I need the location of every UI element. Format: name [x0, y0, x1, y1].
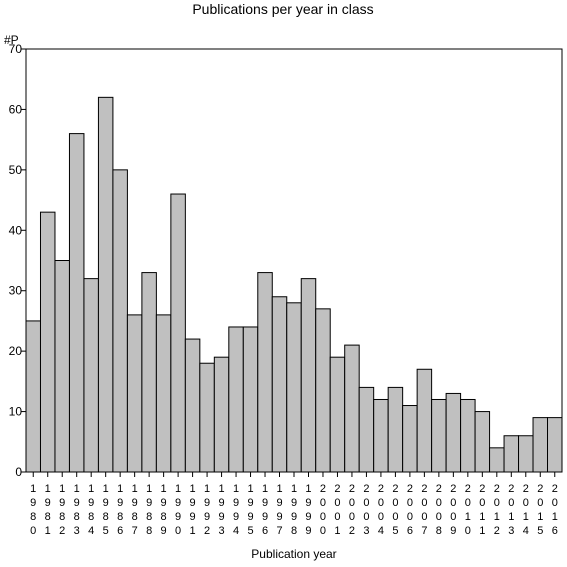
- bar-1988: [141, 272, 157, 473]
- bar-1986: [112, 169, 128, 473]
- y-tick-label: 60: [9, 102, 23, 116]
- bar-2005: [387, 386, 404, 473]
- bar-2000: [315, 308, 331, 473]
- bar-2008: [431, 398, 447, 473]
- bar-1992: [199, 362, 215, 473]
- y-tick-label: 10: [9, 405, 23, 419]
- x-axis-label: Publication year: [251, 547, 336, 561]
- bar-2012: [489, 447, 505, 473]
- bar-1993: [213, 356, 230, 473]
- bars-group: [25, 96, 563, 473]
- y-axis-label: #P: [4, 33, 19, 47]
- y-tick-label: 40: [9, 223, 23, 237]
- bar-1985: [97, 96, 114, 473]
- bar-2013: [503, 435, 520, 473]
- bar-1995: [242, 326, 259, 473]
- x-axis-ticks: 1 9 8 0 1 9 8 1 1 9 8 2 1 9 8 3 1 9 8 4 1 9 8 5 1 9 8 6 1 9 8 7 1 9 8 8 1 9 8 9…: [30, 472, 558, 537]
- y-tick-label: 30: [9, 284, 23, 298]
- y-axis-ticks: 0 10 20 30 40 50 60 70: [9, 42, 26, 479]
- chart-title: Publications per year in class: [192, 1, 373, 17]
- bar-1980: [25, 320, 41, 473]
- bar-1989: [155, 314, 172, 473]
- bar-1999: [300, 278, 317, 473]
- y-tick-label: 70: [9, 42, 23, 56]
- bar-2006: [402, 405, 418, 473]
- bar-2002: [344, 344, 360, 473]
- bar-2001: [329, 356, 346, 473]
- bar-1990: [170, 193, 186, 473]
- bar-1996: [257, 272, 273, 473]
- bar-1987: [126, 314, 143, 473]
- y-tick-label: 0: [15, 465, 22, 479]
- y-tick-label: 50: [9, 163, 23, 177]
- bar-1984: [83, 278, 99, 473]
- bar-1983: [68, 133, 85, 473]
- bar-1997: [271, 296, 288, 473]
- bar-1981: [39, 211, 56, 473]
- bar-2009: [445, 392, 462, 473]
- bar-1982: [54, 260, 70, 473]
- bar-2015: [532, 417, 549, 473]
- bar-2011: [474, 411, 491, 473]
- y-tick-label: 20: [9, 344, 23, 358]
- bar-1994: [228, 326, 244, 473]
- bar-1998: [286, 302, 302, 473]
- bar-2010: [460, 398, 476, 473]
- bar-2003: [358, 386, 375, 473]
- bar-1991: [184, 338, 201, 473]
- bar-2004: [373, 398, 389, 473]
- bar-2007: [416, 368, 433, 473]
- bar-2014: [518, 435, 534, 473]
- bar-2016: [547, 417, 563, 473]
